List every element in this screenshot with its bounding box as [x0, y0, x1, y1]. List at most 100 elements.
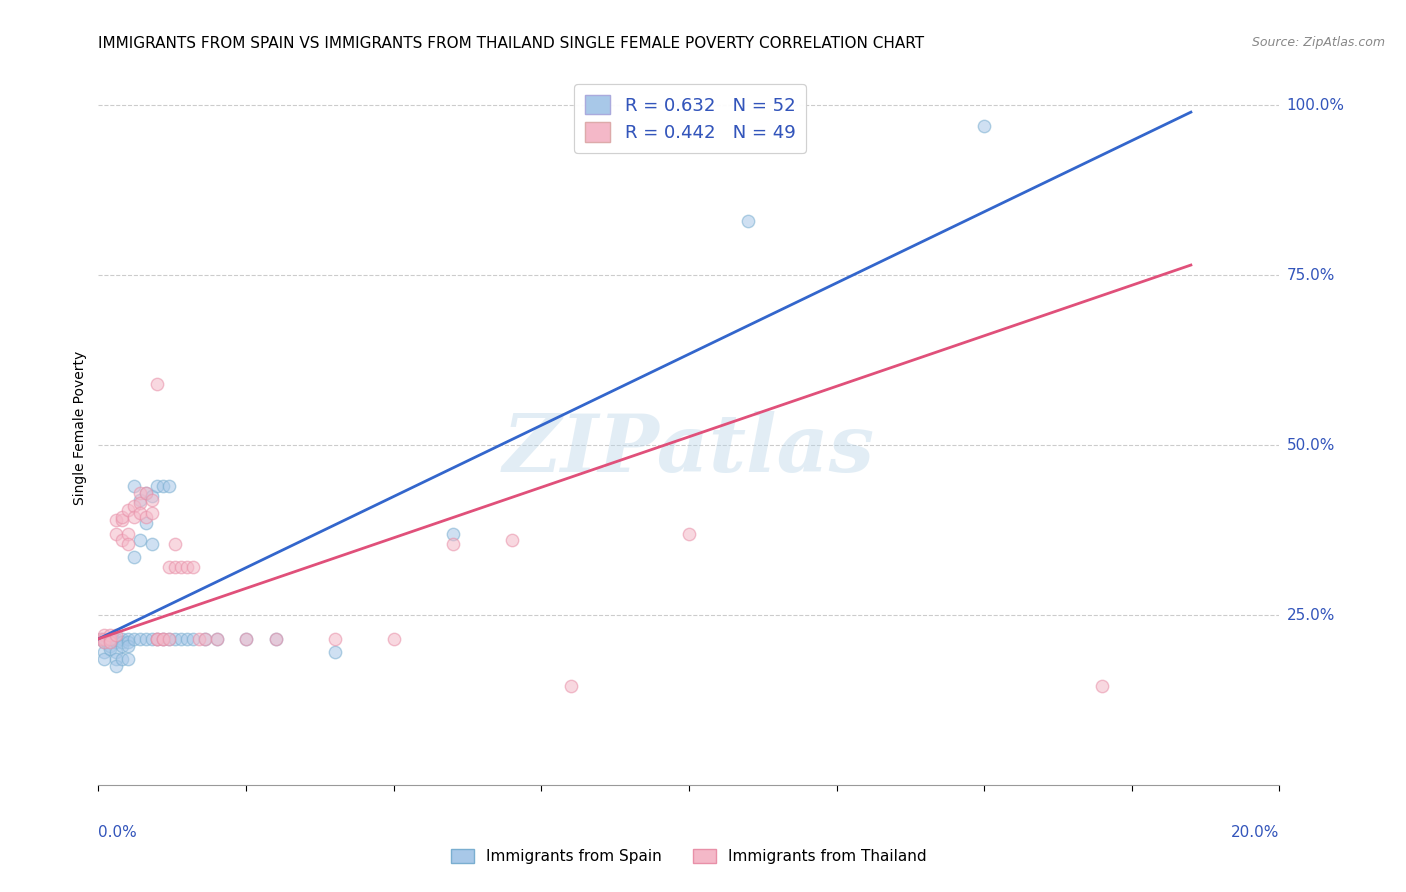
Point	[96, 635, 118, 649]
Point	[181, 632, 204, 646]
Point	[93, 635, 115, 649]
Point	[105, 645, 128, 659]
Point	[170, 560, 193, 574]
Point	[122, 479, 145, 493]
Point	[157, 560, 180, 574]
Point	[117, 502, 139, 516]
Point	[135, 485, 157, 500]
Point	[135, 632, 157, 646]
Point	[111, 635, 134, 649]
Point	[235, 632, 257, 646]
Point	[128, 496, 150, 510]
Legend: R = 0.632   N = 52, R = 0.442   N = 49: R = 0.632 N = 52, R = 0.442 N = 49	[574, 84, 806, 153]
Point	[117, 635, 139, 649]
Point	[98, 635, 121, 649]
Point	[152, 632, 174, 646]
Point	[176, 632, 198, 646]
Point	[122, 632, 145, 646]
Text: ZIPatlas: ZIPatlas	[503, 411, 875, 488]
Text: 50.0%: 50.0%	[1286, 438, 1334, 452]
Point	[135, 516, 157, 531]
Point	[122, 500, 145, 514]
Point	[165, 560, 187, 574]
Point	[170, 632, 193, 646]
Point	[205, 632, 228, 646]
Point	[93, 652, 115, 666]
Point	[152, 632, 174, 646]
Point	[105, 659, 128, 673]
Y-axis label: Single Female Poverty: Single Female Poverty	[73, 351, 87, 505]
Point	[152, 479, 174, 493]
Point	[157, 632, 180, 646]
Point	[90, 632, 112, 646]
Point	[111, 513, 134, 527]
Point	[117, 632, 139, 646]
Point	[128, 492, 150, 507]
Text: Source: ZipAtlas.com: Source: ZipAtlas.com	[1251, 36, 1385, 49]
Point	[128, 506, 150, 520]
Point	[678, 526, 700, 541]
Point	[323, 632, 346, 646]
Point	[141, 506, 163, 520]
Text: 100.0%: 100.0%	[1286, 98, 1344, 113]
Point	[973, 119, 995, 133]
Point	[93, 632, 115, 646]
Point	[737, 214, 759, 228]
Point	[122, 509, 145, 524]
Point	[111, 509, 134, 524]
Point	[135, 509, 157, 524]
Point	[111, 639, 134, 653]
Point	[93, 635, 115, 649]
Point	[264, 632, 287, 646]
Point	[117, 652, 139, 666]
Point	[146, 632, 169, 646]
Point	[187, 632, 209, 646]
Point	[122, 550, 145, 565]
Point	[560, 680, 582, 694]
Point	[105, 628, 128, 642]
Point	[235, 632, 257, 646]
Point	[141, 489, 163, 503]
Point	[98, 632, 121, 646]
Point	[157, 479, 180, 493]
Point	[103, 632, 125, 646]
Point	[165, 632, 187, 646]
Point	[165, 537, 187, 551]
Point	[157, 632, 180, 646]
Point	[176, 560, 198, 574]
Point	[501, 533, 523, 548]
Point	[105, 652, 128, 666]
Point	[141, 632, 163, 646]
Point	[117, 537, 139, 551]
Point	[128, 485, 150, 500]
Point	[146, 632, 169, 646]
Point	[98, 639, 121, 653]
Point	[205, 632, 228, 646]
Point	[105, 635, 128, 649]
Point	[98, 642, 121, 657]
Point	[105, 526, 128, 541]
Point	[117, 639, 139, 653]
Point	[90, 632, 112, 646]
Point	[93, 628, 115, 642]
Point	[194, 632, 217, 646]
Point	[181, 560, 204, 574]
Point	[1091, 680, 1114, 694]
Point	[141, 492, 163, 507]
Point	[111, 652, 134, 666]
Point	[98, 628, 121, 642]
Point	[105, 632, 128, 646]
Point	[146, 479, 169, 493]
Point	[264, 632, 287, 646]
Text: 0.0%: 0.0%	[98, 825, 138, 840]
Point	[382, 632, 405, 646]
Text: 25.0%: 25.0%	[1286, 607, 1334, 623]
Point	[105, 513, 128, 527]
Point	[141, 537, 163, 551]
Point	[93, 645, 115, 659]
Point	[111, 533, 134, 548]
Text: 75.0%: 75.0%	[1286, 268, 1334, 283]
Point	[194, 632, 217, 646]
Point	[128, 533, 150, 548]
Point	[152, 632, 174, 646]
